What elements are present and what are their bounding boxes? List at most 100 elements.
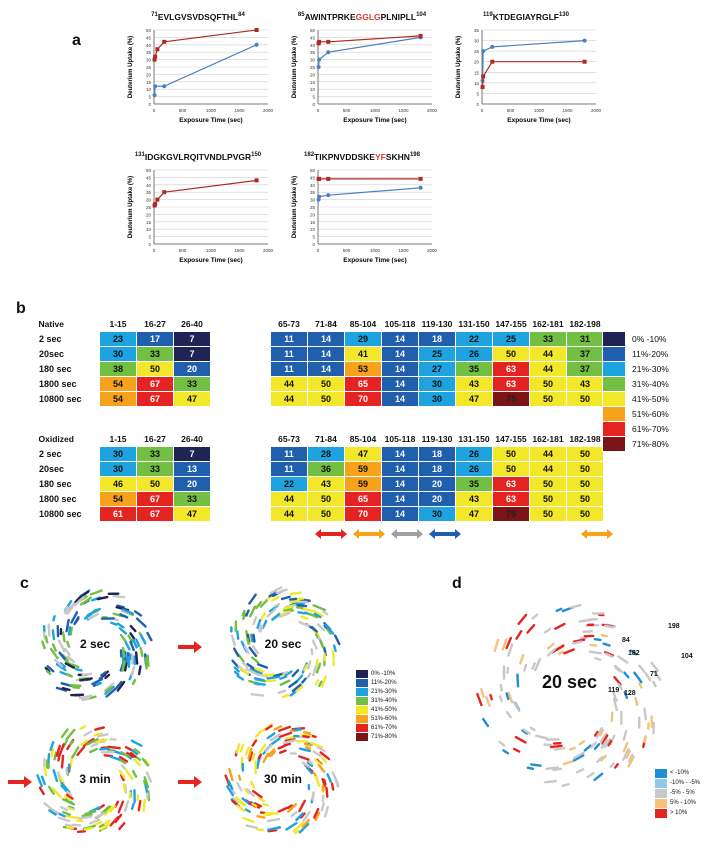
ribbon-segment bbox=[69, 626, 73, 636]
heatmap-cell: 14 bbox=[381, 376, 419, 392]
ribbon-segment bbox=[262, 802, 269, 807]
ribbon-segment bbox=[287, 804, 293, 809]
ribbon-segment bbox=[89, 747, 98, 754]
heatmap-cell: 25 bbox=[492, 331, 530, 347]
x-tick-label: 1000 bbox=[534, 108, 545, 113]
ribbon-segment bbox=[481, 717, 490, 728]
ribbon-segment bbox=[65, 618, 70, 633]
ribbon-segment bbox=[77, 590, 90, 600]
ribbon-segment bbox=[555, 607, 563, 613]
ribbon-segment bbox=[617, 682, 623, 691]
ribbon-segment bbox=[561, 783, 570, 787]
heatmap-cell: 14 bbox=[307, 346, 345, 362]
y-tick-label: 0 bbox=[312, 102, 315, 107]
panel-label-c: c bbox=[20, 575, 29, 592]
heatmap-cell: 47 bbox=[173, 391, 211, 407]
ribbon-segment bbox=[298, 822, 310, 834]
ribbon-segment bbox=[283, 607, 293, 612]
heatmap-row: 10800 sec 54 67 47 44 50 70 14 30 47 75 50 50 bbox=[36, 391, 604, 407]
ribbon-segment bbox=[292, 821, 305, 832]
ribbon-segment bbox=[306, 761, 314, 768]
ribbon-segment bbox=[104, 673, 111, 680]
ribbon-segment bbox=[523, 663, 528, 672]
ribbon-segment bbox=[298, 621, 310, 627]
ribbon-segment bbox=[131, 749, 139, 756]
ribbon-segment bbox=[110, 621, 118, 626]
ribbon-segment bbox=[322, 610, 329, 616]
ribbon-segment bbox=[135, 638, 141, 647]
legend-c-entry: 21%-30% bbox=[356, 687, 397, 696]
ribbon-segment bbox=[326, 628, 332, 635]
ribbon-segment bbox=[233, 666, 240, 673]
ribbon-segment bbox=[303, 664, 308, 672]
ribbon-segment bbox=[653, 669, 662, 681]
column-header: 162-181 bbox=[529, 317, 567, 332]
ribbon-segment bbox=[312, 665, 318, 677]
column-header: 16-27 bbox=[136, 432, 174, 447]
y-tick-label: 30 bbox=[146, 198, 152, 203]
ribbon-segment bbox=[313, 612, 322, 619]
ribbon-segment bbox=[627, 755, 635, 768]
x-tick-label: 2000 bbox=[427, 108, 438, 113]
ribbon-segment bbox=[67, 625, 72, 636]
y-tick-label: 15 bbox=[310, 220, 316, 225]
ribbon-segment bbox=[571, 640, 583, 645]
heatmap-table: Oxidized 1-15 16-27 26-40 65-73 71-84 85-104 10… bbox=[36, 432, 604, 522]
ribbon-segment bbox=[301, 761, 311, 769]
heatmap-native: Native 1-15 16-27 26-40 65-73 71-84 85-104 105-… bbox=[36, 317, 604, 407]
legend-c-swatch bbox=[356, 696, 368, 705]
ribbon-segment bbox=[614, 664, 624, 674]
y-tick-label: 35 bbox=[474, 28, 480, 33]
ribbon-segment bbox=[569, 603, 582, 609]
ribbon-segment bbox=[321, 794, 325, 803]
oxidized-series-line bbox=[482, 61, 585, 88]
ribbon-segment bbox=[237, 774, 242, 781]
ribbon-segment bbox=[250, 693, 265, 697]
ribbon-segment bbox=[118, 755, 129, 763]
oxidized-series-point bbox=[155, 47, 160, 52]
x-tick-label: 0 bbox=[317, 108, 320, 113]
ribbon-segment bbox=[582, 630, 594, 634]
ribbon-segment bbox=[299, 812, 306, 819]
column-header: 162-181 bbox=[529, 432, 567, 447]
y-tick-label: 5 bbox=[148, 95, 151, 100]
y-tick-label: 45 bbox=[146, 175, 152, 180]
oxidized-series-point bbox=[326, 39, 331, 44]
ribbon-segment bbox=[70, 611, 79, 624]
ribbon-segment bbox=[306, 672, 312, 679]
heatmap-cell: 18 bbox=[418, 331, 456, 347]
ribbon-segment bbox=[257, 663, 269, 669]
heatmap-cell: 50 bbox=[566, 391, 604, 407]
legend-label: 11%-20% bbox=[632, 348, 669, 359]
ribbon-segment bbox=[44, 666, 51, 673]
column-header: 26-40 bbox=[173, 432, 211, 447]
ribbon-segment bbox=[53, 751, 58, 761]
heatmap-cell: 70 bbox=[344, 506, 382, 522]
ribbon-segment bbox=[256, 619, 262, 629]
ribbon-segment bbox=[242, 816, 255, 823]
ribbon-segment bbox=[70, 663, 80, 669]
arrow-head bbox=[353, 529, 359, 539]
structure-time-label: 3 min bbox=[79, 772, 111, 786]
legend-d-label: -10% - -5% bbox=[670, 780, 701, 786]
time-label: 180 sec bbox=[36, 476, 100, 492]
ribbon-segment bbox=[505, 692, 510, 701]
ribbon-segment bbox=[569, 746, 576, 751]
ribbon-segment bbox=[121, 608, 134, 615]
ribbon-segment bbox=[91, 677, 104, 686]
x-axis-label: Exposure Time (sec) bbox=[507, 117, 570, 124]
ribbon-segment bbox=[282, 739, 296, 745]
legend-c-swatch bbox=[356, 714, 368, 723]
heatmap-cell: 14 bbox=[381, 361, 419, 377]
ribbon-segment bbox=[81, 697, 92, 702]
heatmap-cell: 50 bbox=[566, 491, 604, 507]
ribbon-segment bbox=[588, 650, 602, 655]
ribbon-segment bbox=[133, 748, 141, 754]
ribbon-segment bbox=[130, 665, 136, 677]
ribbon-segment bbox=[507, 643, 514, 657]
ribbon-segment bbox=[600, 754, 607, 762]
column-header: 1-15 bbox=[99, 432, 137, 447]
heatmap-cell: 50 bbox=[492, 461, 530, 477]
oxidized-series-point bbox=[162, 190, 167, 195]
ribbon-segment bbox=[506, 711, 512, 719]
